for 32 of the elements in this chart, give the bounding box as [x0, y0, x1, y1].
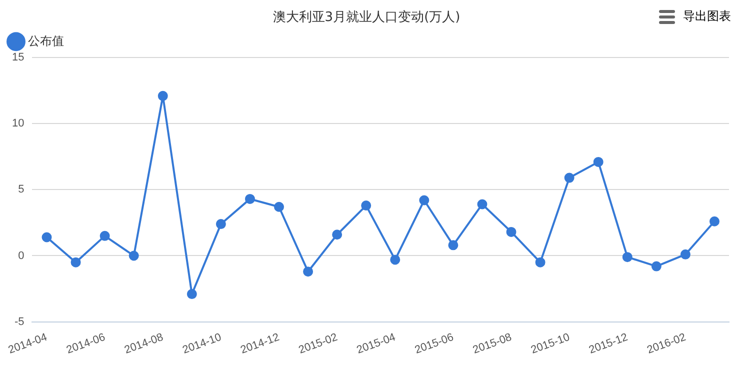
y-tick-label: 5 — [18, 184, 24, 196]
point — [419, 195, 430, 206]
point — [216, 219, 226, 230]
y-tick-label: 0 — [18, 250, 24, 262]
point — [680, 249, 690, 260]
text: 导出图表 — [683, 8, 731, 25]
point — [593, 156, 604, 167]
point — [709, 216, 720, 226]
point — [70, 257, 81, 268]
point — [361, 200, 372, 211]
y-tick-label: 10 — [12, 118, 24, 130]
point — [535, 257, 546, 268]
point — [158, 90, 168, 101]
point — [448, 240, 458, 250]
point — [128, 250, 139, 261]
point — [274, 202, 284, 212]
point — [244, 194, 255, 204]
point — [100, 230, 110, 241]
y-tick-label: -5 — [14, 316, 24, 328]
point — [622, 252, 632, 262]
point — [651, 261, 662, 272]
point — [186, 289, 197, 300]
point — [303, 266, 314, 277]
point — [564, 172, 574, 183]
point — [477, 199, 488, 210]
legend-label: 公布值 — [28, 34, 64, 48]
point — [332, 230, 342, 240]
point — [42, 232, 52, 242]
y-tick-label: 15 — [12, 52, 24, 64]
chart-title: 澳大利亚3月就业人口变动(万人) — [272, 10, 460, 26]
point — [390, 254, 400, 265]
point — [506, 226, 516, 237]
